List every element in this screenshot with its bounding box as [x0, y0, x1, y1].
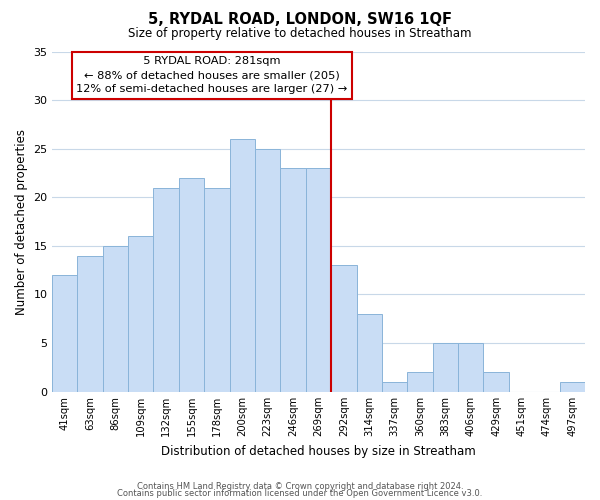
- Bar: [204, 188, 230, 392]
- Bar: [52, 275, 77, 392]
- Bar: [382, 382, 407, 392]
- Bar: [280, 168, 306, 392]
- Text: Size of property relative to detached houses in Streatham: Size of property relative to detached ho…: [128, 28, 472, 40]
- Bar: [433, 343, 458, 392]
- Bar: [407, 372, 433, 392]
- Text: 5 RYDAL ROAD: 281sqm  
← 88% of detached houses are smaller (205)
12% of semi-de: 5 RYDAL ROAD: 281sqm ← 88% of detached h…: [76, 56, 347, 94]
- Bar: [255, 148, 280, 392]
- Text: Contains public sector information licensed under the Open Government Licence v3: Contains public sector information licen…: [118, 490, 482, 498]
- Bar: [77, 256, 103, 392]
- X-axis label: Distribution of detached houses by size in Streatham: Distribution of detached houses by size …: [161, 444, 476, 458]
- Bar: [128, 236, 154, 392]
- Text: 5, RYDAL ROAD, LONDON, SW16 1QF: 5, RYDAL ROAD, LONDON, SW16 1QF: [148, 12, 452, 28]
- Bar: [306, 168, 331, 392]
- Text: Contains HM Land Registry data © Crown copyright and database right 2024.: Contains HM Land Registry data © Crown c…: [137, 482, 463, 491]
- Bar: [560, 382, 585, 392]
- Bar: [484, 372, 509, 392]
- Bar: [356, 314, 382, 392]
- Bar: [331, 266, 356, 392]
- Bar: [103, 246, 128, 392]
- Bar: [179, 178, 204, 392]
- Bar: [154, 188, 179, 392]
- Bar: [458, 343, 484, 392]
- Bar: [230, 139, 255, 392]
- Y-axis label: Number of detached properties: Number of detached properties: [15, 128, 28, 314]
